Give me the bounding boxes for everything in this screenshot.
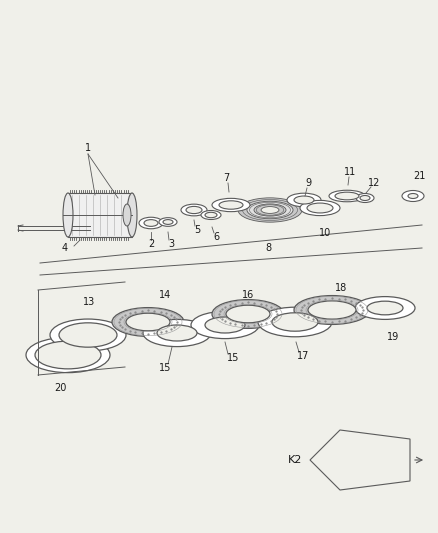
Ellipse shape	[238, 198, 302, 222]
Text: 8: 8	[265, 243, 271, 253]
Ellipse shape	[123, 204, 131, 226]
Ellipse shape	[157, 325, 197, 341]
Ellipse shape	[360, 196, 370, 200]
Ellipse shape	[26, 337, 110, 373]
Ellipse shape	[212, 198, 250, 212]
Text: 10: 10	[319, 228, 331, 238]
Ellipse shape	[329, 190, 365, 202]
Ellipse shape	[247, 201, 293, 219]
Ellipse shape	[112, 308, 184, 336]
Ellipse shape	[181, 204, 207, 216]
Ellipse shape	[143, 319, 211, 346]
Ellipse shape	[272, 313, 318, 331]
Ellipse shape	[205, 317, 245, 333]
Text: 18: 18	[335, 283, 347, 293]
Ellipse shape	[254, 204, 286, 216]
Ellipse shape	[307, 203, 333, 213]
Ellipse shape	[144, 220, 158, 227]
Text: 17: 17	[297, 351, 309, 361]
Text: 7: 7	[223, 173, 229, 183]
Text: 20: 20	[54, 383, 66, 393]
Text: 15: 15	[227, 353, 239, 363]
Ellipse shape	[294, 196, 314, 204]
Text: 5: 5	[194, 225, 200, 235]
Ellipse shape	[186, 206, 202, 214]
Text: 3: 3	[168, 239, 174, 249]
FancyBboxPatch shape	[68, 193, 132, 237]
Ellipse shape	[402, 190, 424, 201]
Text: 6: 6	[213, 232, 219, 242]
Ellipse shape	[159, 217, 177, 227]
Ellipse shape	[308, 301, 356, 319]
Ellipse shape	[335, 192, 359, 200]
Ellipse shape	[408, 193, 418, 198]
Ellipse shape	[287, 193, 321, 207]
Ellipse shape	[139, 217, 163, 229]
Text: 19: 19	[387, 332, 399, 342]
Ellipse shape	[219, 201, 243, 209]
Ellipse shape	[50, 319, 126, 351]
Polygon shape	[310, 430, 410, 490]
Ellipse shape	[191, 311, 259, 338]
Ellipse shape	[355, 296, 415, 319]
Text: 9: 9	[305, 178, 311, 188]
Ellipse shape	[126, 313, 170, 331]
Text: 11: 11	[344, 167, 356, 177]
Text: 12: 12	[368, 178, 380, 188]
Text: 15: 15	[159, 363, 171, 373]
Ellipse shape	[205, 212, 217, 217]
Ellipse shape	[35, 341, 101, 369]
Text: 4: 4	[62, 243, 68, 253]
Text: 13: 13	[83, 297, 95, 307]
Text: 14: 14	[159, 290, 171, 300]
Ellipse shape	[201, 211, 221, 220]
Text: 1: 1	[85, 143, 91, 153]
Ellipse shape	[212, 300, 284, 328]
Ellipse shape	[300, 200, 340, 216]
Ellipse shape	[63, 193, 73, 237]
Ellipse shape	[59, 323, 117, 347]
Text: K2: K2	[288, 455, 302, 465]
Ellipse shape	[226, 305, 270, 323]
Text: 2: 2	[148, 239, 154, 249]
Ellipse shape	[367, 301, 403, 315]
Ellipse shape	[163, 220, 173, 224]
Ellipse shape	[127, 193, 137, 237]
Ellipse shape	[261, 207, 279, 213]
Ellipse shape	[258, 307, 332, 337]
Ellipse shape	[356, 193, 374, 203]
Ellipse shape	[294, 296, 370, 325]
Text: 21: 21	[413, 171, 425, 181]
Text: 16: 16	[242, 290, 254, 300]
